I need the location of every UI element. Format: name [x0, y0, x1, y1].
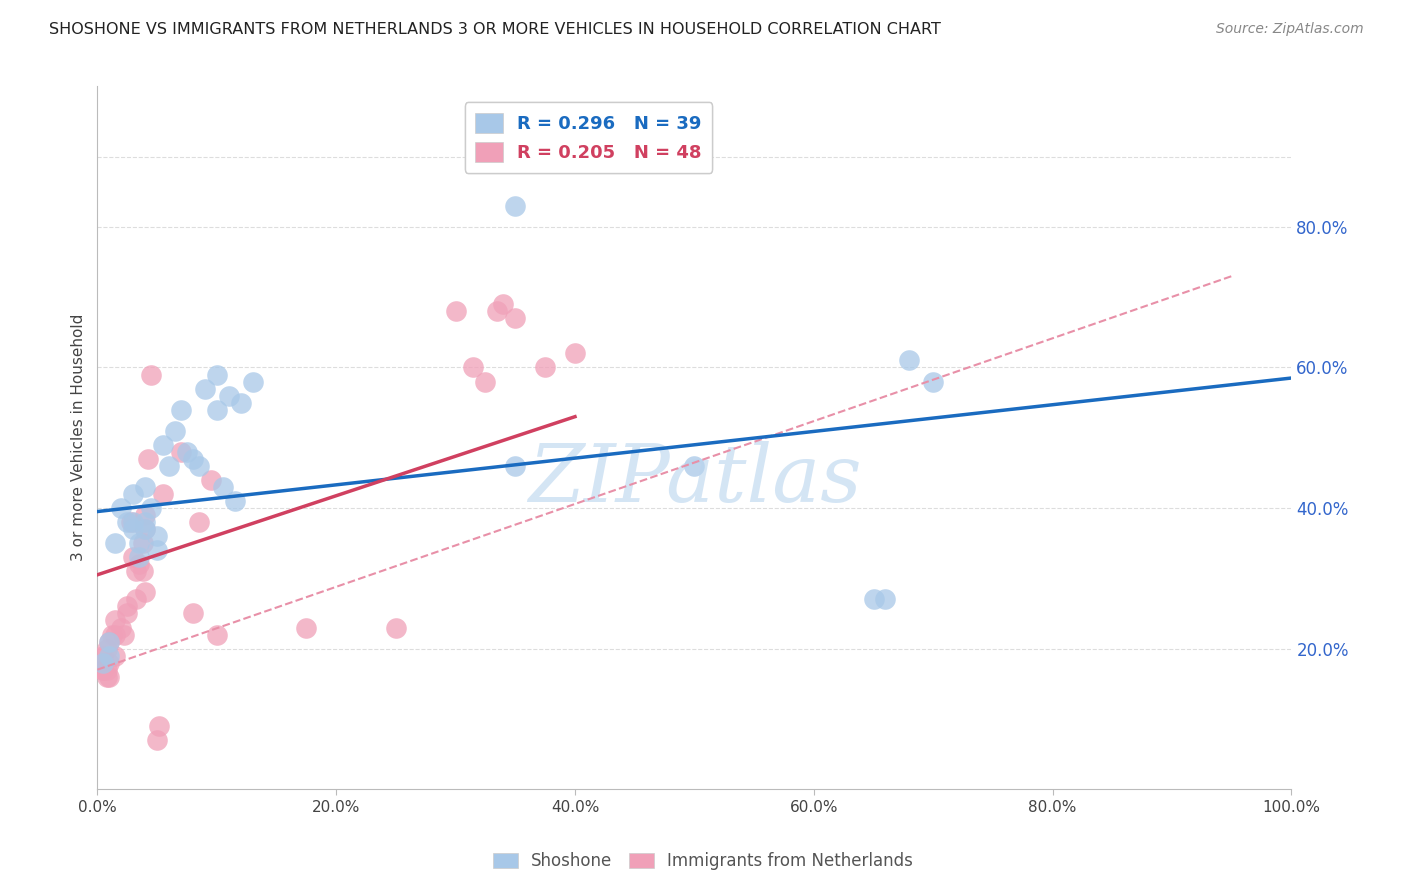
- Point: [115, 607, 138, 621]
- Point: [122, 522, 145, 536]
- Point: [112, 627, 135, 641]
- Point: [134, 480, 156, 494]
- Point: [104, 536, 127, 550]
- Point: [218, 388, 240, 402]
- Text: ZIPatlas: ZIPatlas: [527, 442, 860, 518]
- Point: [170, 402, 193, 417]
- Point: [474, 375, 496, 389]
- Point: [503, 458, 526, 473]
- Point: [224, 494, 246, 508]
- Point: [98, 634, 121, 648]
- Point: [128, 536, 150, 550]
- Point: [146, 529, 169, 543]
- Point: [134, 585, 156, 599]
- Legend: Shoshone, Immigrants from Netherlands: Shoshone, Immigrants from Netherlands: [486, 846, 920, 877]
- Point: [200, 473, 222, 487]
- Point: [98, 648, 121, 663]
- Point: [242, 375, 264, 389]
- Point: [128, 550, 150, 565]
- Point: [104, 614, 127, 628]
- Point: [148, 719, 170, 733]
- Point: [96, 670, 118, 684]
- Point: [134, 522, 156, 536]
- Point: [139, 368, 162, 382]
- Point: [152, 438, 174, 452]
- Point: [100, 627, 122, 641]
- Point: [104, 648, 127, 663]
- Point: [229, 395, 252, 409]
- Point: [181, 451, 204, 466]
- Point: [194, 382, 217, 396]
- Point: [385, 620, 408, 634]
- Point: [463, 360, 485, 375]
- Point: [124, 564, 146, 578]
- Text: SHOSHONE VS IMMIGRANTS FROM NETHERLANDS 3 OR MORE VEHICLES IN HOUSEHOLD CORRELAT: SHOSHONE VS IMMIGRANTS FROM NETHERLANDS …: [49, 22, 941, 37]
- Point: [211, 480, 233, 494]
- Point: [91, 656, 114, 670]
- Y-axis label: 3 or more Vehicles in Household: 3 or more Vehicles in Household: [72, 314, 86, 561]
- Point: [115, 515, 138, 529]
- Point: [146, 733, 169, 747]
- Point: [503, 199, 526, 213]
- Point: [922, 375, 945, 389]
- Point: [91, 656, 114, 670]
- Point: [91, 648, 114, 663]
- Point: [134, 508, 156, 522]
- Point: [98, 656, 121, 670]
- Point: [91, 663, 114, 677]
- Point: [503, 311, 526, 326]
- Point: [96, 641, 118, 656]
- Point: [152, 487, 174, 501]
- Point: [187, 515, 209, 529]
- Point: [98, 670, 121, 684]
- Point: [205, 627, 228, 641]
- Point: [534, 360, 557, 375]
- Point: [104, 627, 127, 641]
- Point: [492, 297, 515, 311]
- Point: [96, 663, 118, 677]
- Point: [683, 458, 706, 473]
- Point: [132, 564, 155, 578]
- Point: [205, 368, 228, 382]
- Point: [134, 515, 156, 529]
- Point: [295, 620, 318, 634]
- Point: [120, 515, 142, 529]
- Point: [132, 536, 155, 550]
- Text: Source: ZipAtlas.com: Source: ZipAtlas.com: [1216, 22, 1364, 37]
- Point: [157, 458, 180, 473]
- Point: [170, 445, 193, 459]
- Point: [110, 501, 132, 516]
- Point: [110, 620, 132, 634]
- Point: [122, 487, 145, 501]
- Point: [115, 599, 138, 614]
- Point: [134, 522, 156, 536]
- Point: [875, 592, 897, 607]
- Point: [146, 543, 169, 558]
- Point: [444, 304, 467, 318]
- Point: [486, 304, 509, 318]
- Point: [181, 607, 204, 621]
- Point: [122, 550, 145, 565]
- Point: [124, 592, 146, 607]
- Legend: R = 0.296   N = 39, R = 0.205   N = 48: R = 0.296 N = 39, R = 0.205 N = 48: [464, 103, 713, 173]
- Point: [98, 634, 121, 648]
- Point: [136, 451, 159, 466]
- Point: [163, 424, 186, 438]
- Point: [139, 501, 162, 516]
- Point: [898, 353, 921, 368]
- Point: [205, 402, 228, 417]
- Point: [128, 558, 150, 572]
- Point: [862, 592, 884, 607]
- Point: [91, 663, 114, 677]
- Point: [187, 458, 209, 473]
- Point: [564, 346, 586, 360]
- Point: [176, 445, 198, 459]
- Point: [122, 515, 145, 529]
